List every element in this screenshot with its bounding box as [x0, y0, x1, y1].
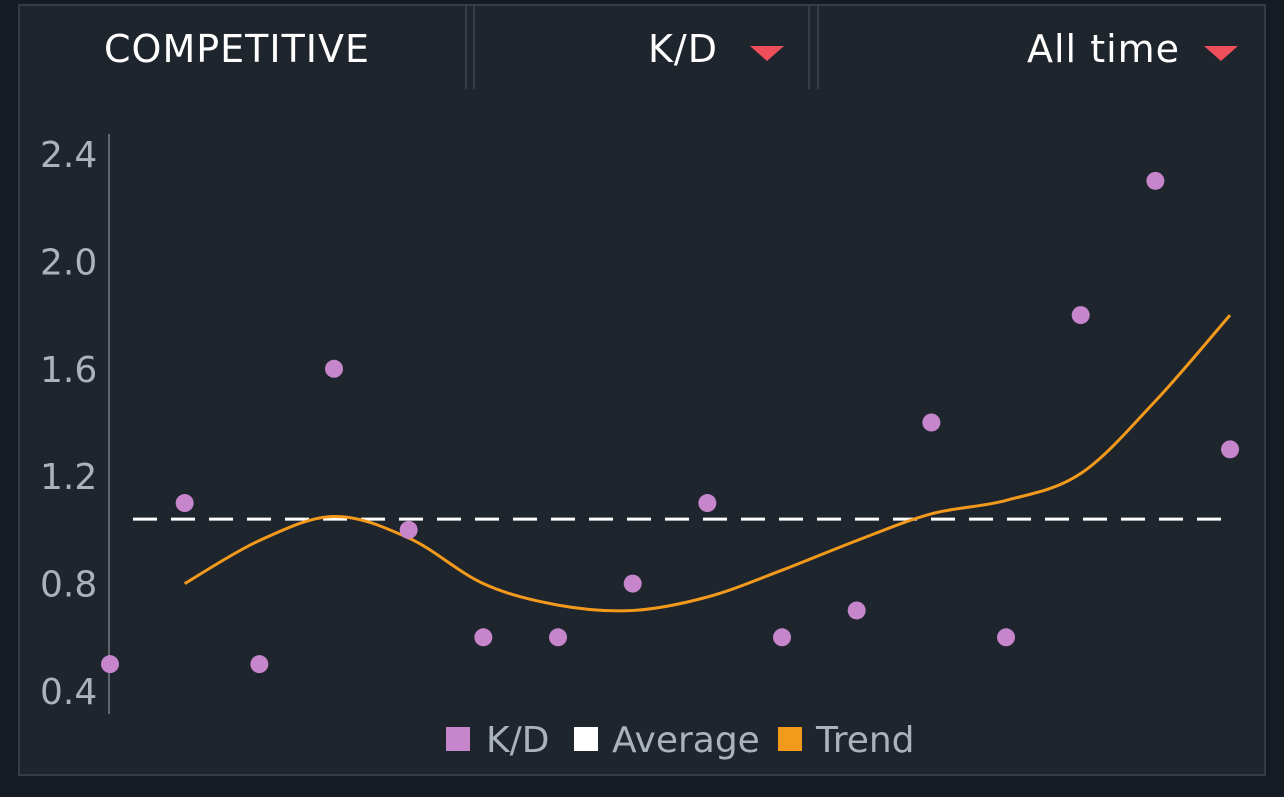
- range-dropdown[interactable]: All time: [817, 4, 1266, 89]
- kd-point: [325, 359, 344, 378]
- legend-label-kd: K/D: [486, 720, 549, 761]
- legend: K/D Average Trend: [446, 720, 915, 761]
- y-tick-label: 1.2: [40, 457, 97, 498]
- legend-label-trend: Trend: [815, 720, 915, 761]
- kd-point: [623, 574, 642, 593]
- legend-swatch-trend: [778, 727, 802, 751]
- chevron-down-icon: [750, 46, 784, 61]
- kd-point: [101, 655, 119, 674]
- kd-point: [250, 655, 269, 674]
- y-tick-label: 2.4: [40, 135, 97, 176]
- kd-point: [399, 520, 418, 539]
- legend-swatch-average: [574, 727, 598, 751]
- kd-point: [698, 494, 717, 513]
- kd-point: [474, 628, 493, 647]
- y-tick-label: 1.6: [40, 350, 97, 391]
- trend-line: [183, 314, 1232, 613]
- kd-point: [997, 628, 1016, 647]
- kd-point: [922, 413, 941, 432]
- y-tick-label: 2.0: [40, 242, 97, 283]
- y-axis-ticks: 2.4 2.0 1.6 1.2 0.8 0.4: [40, 135, 97, 713]
- mode-label: COMPETITIVE: [104, 27, 370, 71]
- kd-point: [1146, 171, 1165, 190]
- chart-panel: [18, 4, 1266, 776]
- kd-point: [773, 628, 792, 647]
- legend-label-average: Average: [612, 720, 760, 761]
- kd-point: [1071, 306, 1090, 325]
- legend-swatch-kd: [446, 727, 470, 751]
- stat-dropdown[interactable]: K/D: [473, 4, 810, 89]
- chevron-down-icon: [1204, 46, 1238, 61]
- kd-point: [1221, 440, 1240, 459]
- tab-mode[interactable]: COMPETITIVE: [18, 4, 467, 89]
- kd-points: [101, 171, 1240, 674]
- y-tick-label: 0.4: [40, 672, 97, 713]
- range-dropdown-label: All time: [1027, 27, 1181, 71]
- kd-point: [175, 494, 194, 513]
- kd-point: [847, 601, 866, 620]
- y-tick-label: 0.8: [40, 565, 97, 606]
- kd-point: [549, 628, 568, 647]
- stat-dropdown-label: K/D: [648, 27, 718, 71]
